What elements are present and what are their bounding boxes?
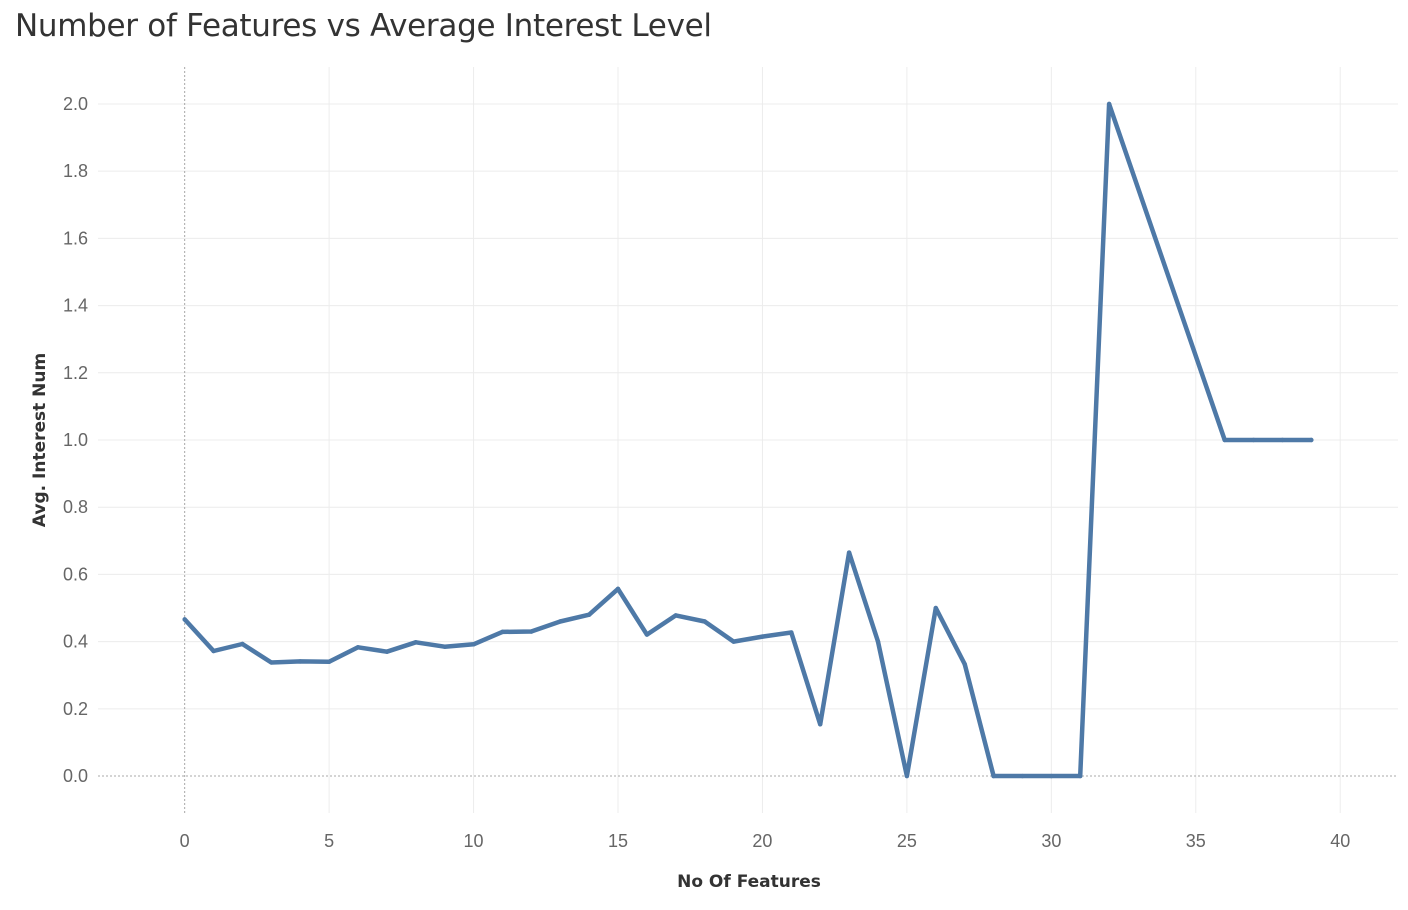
- x-tick-label: 15: [608, 831, 628, 851]
- data-point: [818, 722, 823, 727]
- data-point: [1020, 773, 1025, 779]
- y-tick-label: 1.4: [63, 296, 88, 316]
- data-point: [586, 612, 592, 617]
- x-tick-label: 20: [752, 831, 772, 851]
- data-point: [1251, 437, 1256, 443]
- y-tick-label: 1.6: [63, 228, 88, 248]
- x-tick-label: 0: [180, 831, 190, 851]
- data-point: [846, 550, 852, 555]
- data-point: [991, 773, 996, 779]
- x-tick-label: 25: [897, 831, 917, 851]
- x-axis-title: No Of Features: [677, 872, 821, 892]
- y-axis-ticks: 0.0 0.2 0.4 0.6 0.8 1.0 1.2 1.4 1.6 1.8 2.0: [63, 94, 88, 786]
- data-point: [673, 613, 678, 618]
- x-tick-label: 5: [324, 831, 334, 851]
- y-tick-label: 0.4: [63, 632, 88, 652]
- x-tick-label: 10: [464, 831, 484, 851]
- data-point: [933, 605, 938, 611]
- data-point: [789, 630, 794, 635]
- data-point: [615, 586, 621, 592]
- data-point: [558, 619, 563, 624]
- data-point: [875, 639, 881, 644]
- y-axis-title: Avg. Interest Num: [30, 353, 50, 527]
- y-tick-label: 2.0: [63, 94, 88, 114]
- data-point: [500, 629, 505, 635]
- data-point: [240, 641, 245, 647]
- y-tick-label: 1.0: [63, 430, 88, 450]
- chart-title: Number of Features vs Average Interest L…: [15, 8, 712, 44]
- data-point: [269, 660, 274, 665]
- data-point: [1309, 437, 1314, 443]
- data-point: [1078, 773, 1083, 779]
- data-point: [644, 632, 650, 637]
- data-point: [298, 659, 303, 664]
- data-point: [326, 659, 332, 664]
- y-tick-label: 0.8: [63, 497, 88, 517]
- data-point: [355, 645, 361, 650]
- x-tick-label: 30: [1041, 831, 1061, 851]
- data-point: [962, 661, 967, 667]
- data-point: [1280, 437, 1285, 443]
- y-tick-label: 0.0: [63, 766, 88, 786]
- data-point: [731, 639, 736, 644]
- data-point: [211, 648, 216, 654]
- series-layer: [182, 101, 1314, 779]
- x-tick-label: 40: [1330, 831, 1350, 851]
- data-point: [413, 640, 418, 645]
- y-tick-label: 1.8: [63, 161, 88, 181]
- data-point: [442, 644, 447, 649]
- y-tick-label: 0.2: [63, 699, 88, 719]
- data-point: [1106, 101, 1112, 107]
- data-point: [1049, 773, 1054, 779]
- gridlines: [98, 67, 1398, 813]
- data-point: [529, 629, 534, 634]
- data-point: [702, 619, 707, 624]
- data-point: [471, 642, 476, 647]
- data-point: [760, 634, 765, 639]
- y-tick-label: 0.6: [63, 564, 88, 584]
- data-point: [904, 773, 910, 779]
- zero-lines: [98, 67, 1398, 813]
- x-tick-label: 35: [1186, 831, 1206, 851]
- data-point: [182, 617, 187, 622]
- data-point: [384, 649, 390, 654]
- x-axis-ticks: 0 5 10 15 20 25 30 35 40: [180, 831, 1351, 851]
- y-tick-label: 1.2: [63, 363, 88, 383]
- data-point: [1222, 437, 1227, 443]
